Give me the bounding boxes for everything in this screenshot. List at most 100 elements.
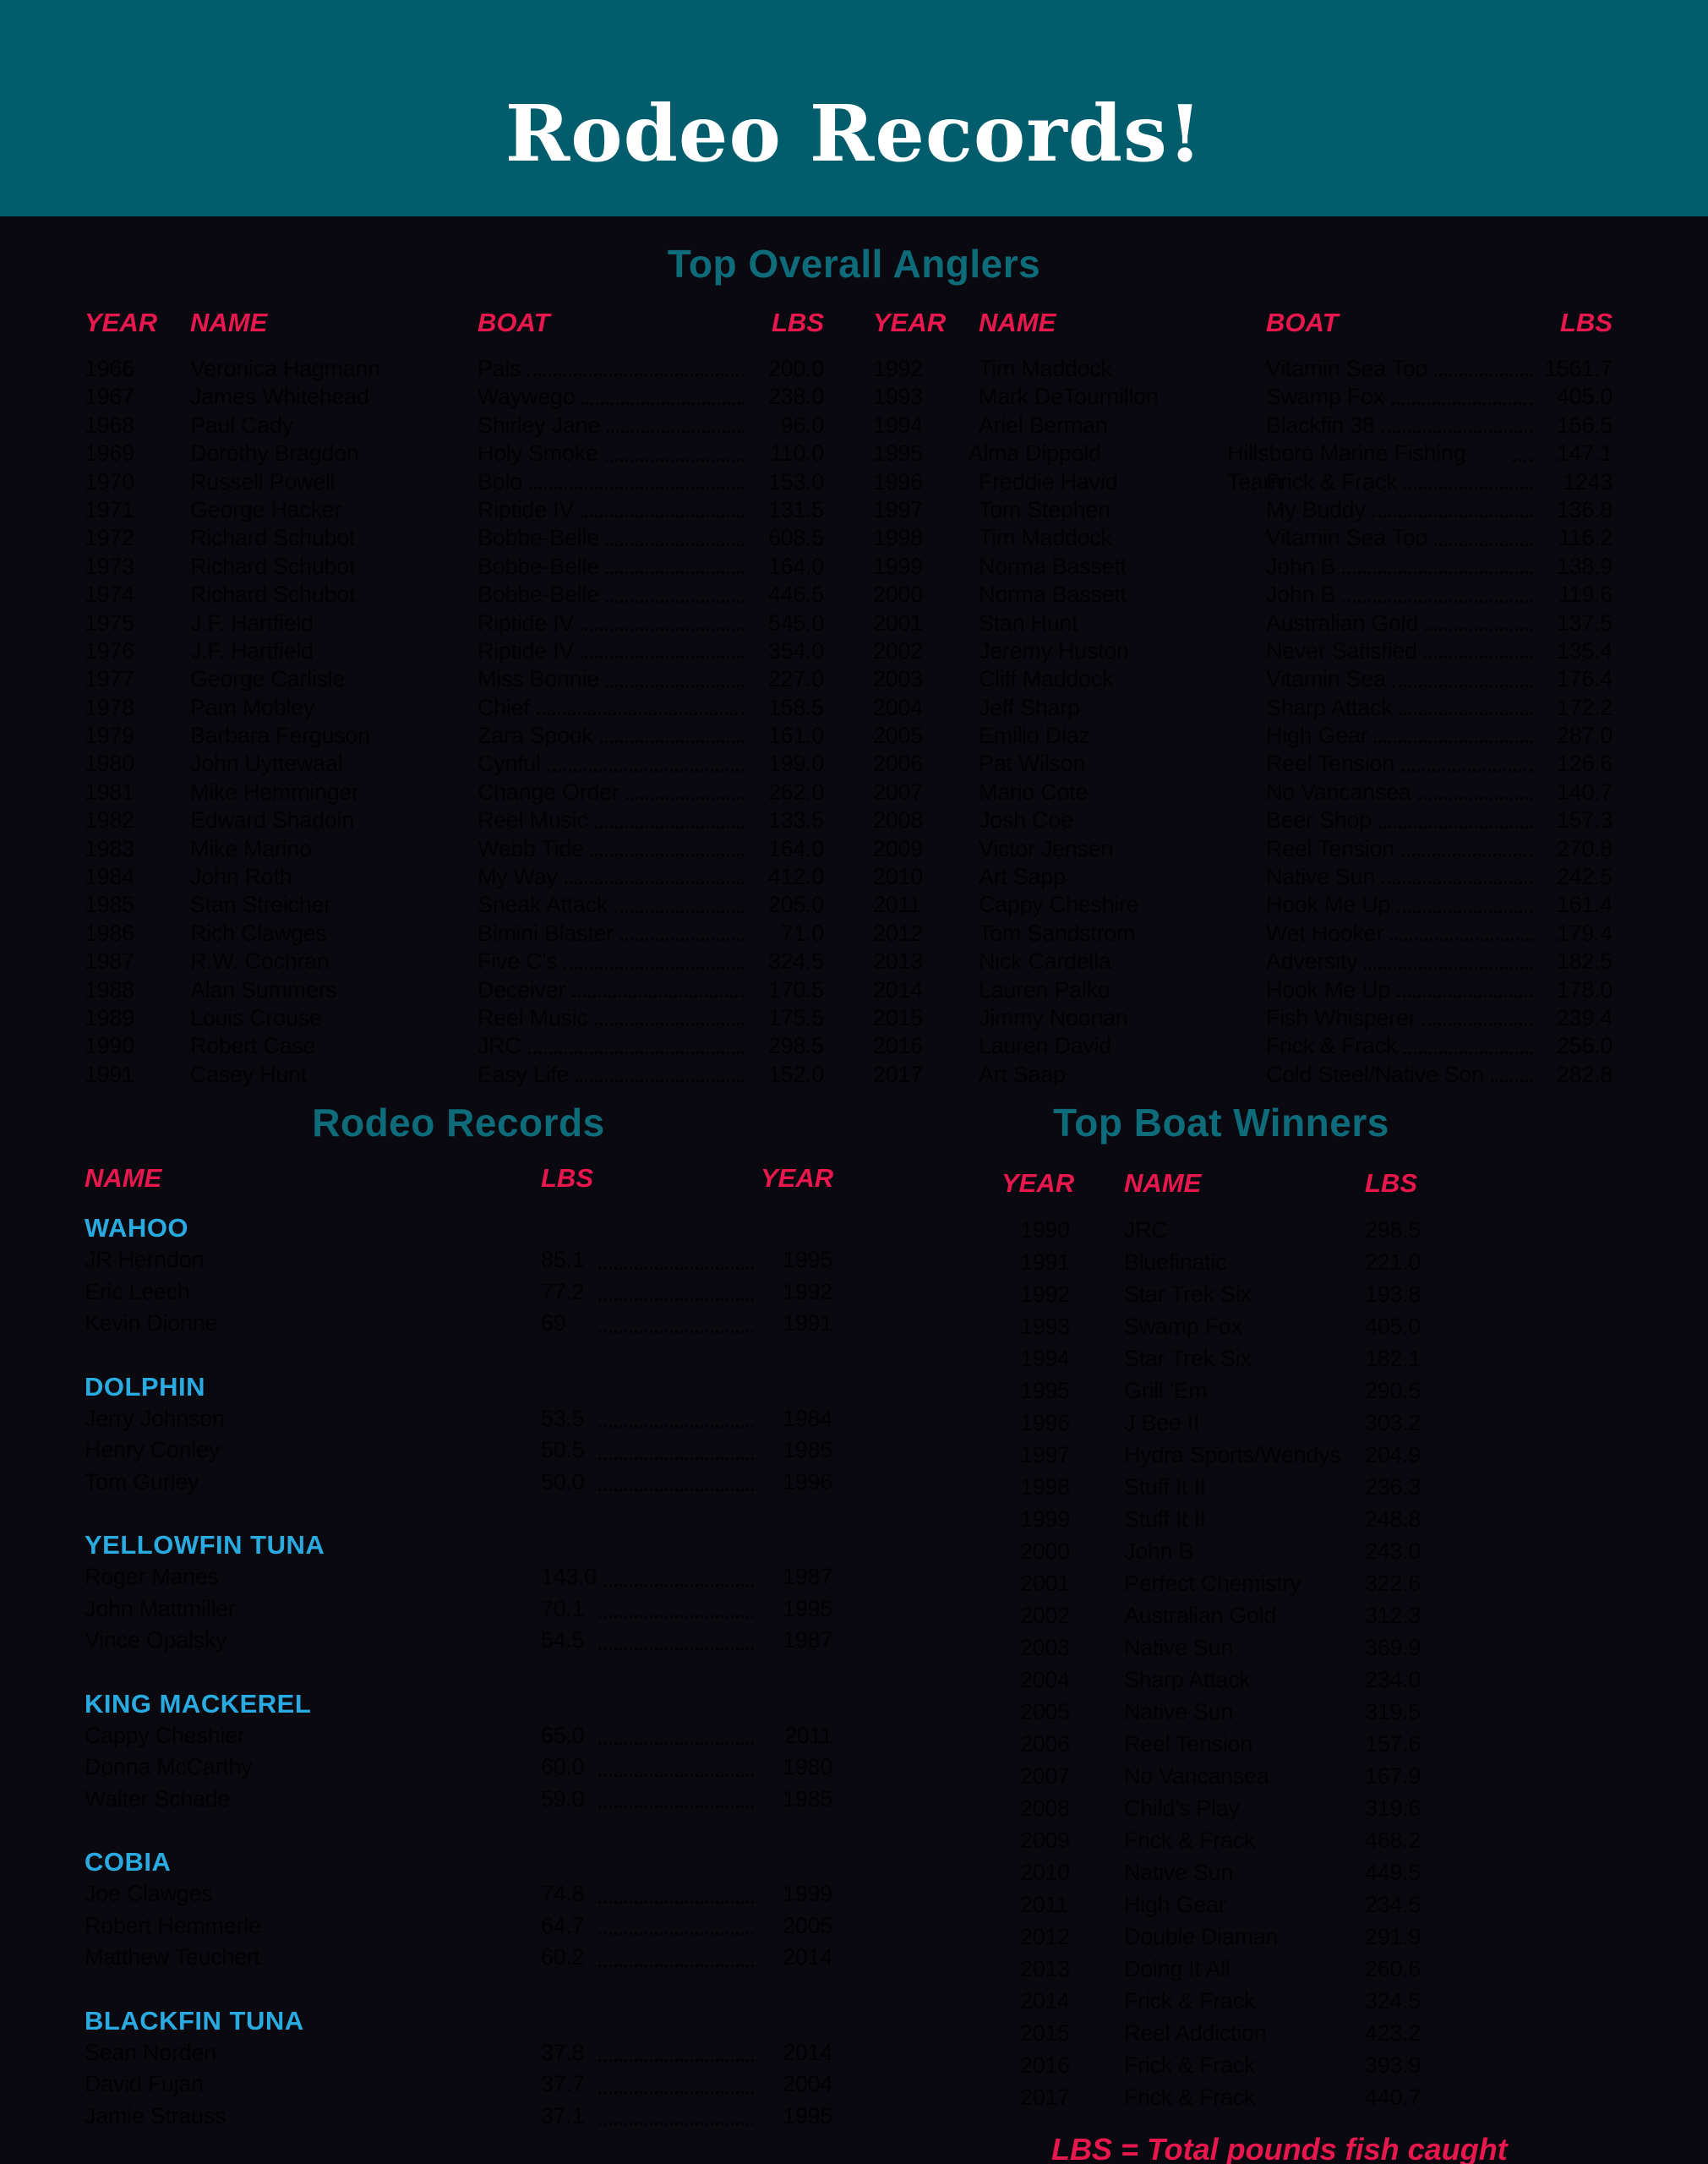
year-cell: 2008 [873, 807, 923, 833]
lbs-cell: 221.0 [1365, 1249, 1422, 1275]
lbs-cell: 193.8 [1365, 1281, 1422, 1307]
leader-dots [1422, 1023, 1533, 1026]
leader-dots [1374, 740, 1533, 744]
table-row: Robert Hemmerle 64.7 2005 [85, 1910, 832, 1943]
leader-dots [598, 1964, 754, 1967]
name-cell: Sean Norden [85, 2039, 216, 2065]
year-cell: 2002 [1020, 1603, 1070, 1628]
lbs-cell: 287.0 [1556, 723, 1613, 749]
leader-dots [625, 797, 745, 801]
boat-cell: Riptide IV [477, 609, 575, 636]
lbs-cell: 77.2 [541, 1278, 585, 1304]
lbs-cell: 324.5 [767, 948, 824, 975]
boat-cell: Sneak Attack [477, 892, 608, 918]
boats-rows: 1990 JRC 298.5 1991 Bluefinatic 221.0 1992 Star… [1001, 1214, 1441, 2113]
lbs-cell: 59.0 [541, 1785, 585, 1812]
boat-cell: Riptide IV [477, 637, 575, 664]
boat-cell: Beer Shop [1266, 807, 1372, 833]
table-row: 1997 Tom Stephen My Buddy 136.8 [873, 496, 1613, 524]
name-cell: Stan Hunt [979, 609, 1078, 636]
leader-dots [1381, 430, 1533, 434]
boat-cell: Change Order [477, 779, 619, 805]
name-cell: Jeremy Huston [979, 637, 1129, 664]
year-cell: 1985 [783, 1785, 832, 1812]
name-cell: High Gear [1124, 1892, 1226, 1917]
year-cell: 1990 [85, 1033, 134, 1059]
lbs-cell: 64.7 [541, 1912, 585, 1938]
leader-dots [604, 458, 745, 462]
leader-dots [581, 656, 745, 659]
name-cell: R.W. Cochran [190, 948, 330, 975]
table-row: 1991 Bluefinatic 221.0 [1001, 1246, 1441, 1278]
year-cell: 2014 [873, 976, 923, 1003]
lbs-cell: 161.4 [1556, 892, 1613, 918]
name-cell: Jerry Johnson [85, 1405, 225, 1431]
leader-dots [599, 740, 745, 744]
table-row: 2001 Perfect Chemistry 322.6 [1001, 1567, 1441, 1599]
leader-dots [598, 1298, 754, 1301]
table-row: 1995 Alma Dippold Hillsboro Marine Fishing… [873, 440, 1613, 494]
fish-category-label: DOLPHIN [85, 1371, 205, 1402]
leader-dots [536, 713, 745, 716]
lbs-cell: 133.5 [767, 807, 824, 833]
lbs-cell: 468.2 [1365, 1828, 1422, 1853]
section-title-rodeo-records: Rodeo Records [312, 1101, 605, 1145]
name-cell: J.F. Hartfield [190, 637, 314, 664]
name-cell: Frick & Frack [1124, 1988, 1256, 2014]
table-row: Jamie Strauss 37.1 1995 [85, 2101, 832, 2133]
leader-dots [572, 994, 745, 997]
lbs-cell: 608.5 [767, 525, 824, 551]
name-cell: Australian Gold [1124, 1603, 1277, 1628]
name-cell: Star Trek Six [1124, 1281, 1252, 1307]
lbs-cell: 446.5 [767, 582, 824, 608]
table-row: 1999 Norma Bassett John B 138.9 [873, 553, 1613, 581]
boat-cell: Fish Whisperer [1266, 1004, 1416, 1030]
year-cell: 2015 [1020, 2020, 1070, 2046]
year-cell: 2014 [1020, 1988, 1070, 2014]
lbs-cell: 37.1 [541, 2102, 585, 2128]
table-row: JR Herndon 85.1 1995 [85, 1244, 832, 1276]
name-cell: Tom Sandstrom [979, 920, 1136, 946]
year-cell: 1975 [85, 609, 134, 636]
year-cell: 2001 [873, 609, 923, 636]
boat-cell: Bobbe-Belle [477, 553, 599, 579]
year-cell: 1987 [783, 1564, 832, 1589]
lbs-cell: 262.0 [767, 779, 824, 805]
year-cell: 2010 [873, 864, 923, 890]
table-row: 1989 Louis Crouse Reel Music 175.5 [85, 1004, 824, 1032]
table-row: 1985 Stan Streicher Sneak Attack 205.0 [85, 891, 824, 919]
name-cell: John Uyttewaal [190, 751, 343, 777]
leader-dots [1417, 797, 1533, 801]
lbs-cell: 172.2 [1556, 694, 1613, 720]
lbs-cell: 50.0 [541, 1468, 585, 1495]
table-row: 2002 Jeremy Huston Never Satisfied 135.4 [873, 637, 1613, 665]
lbs-cell: 405.0 [1365, 1314, 1422, 1339]
name-cell: Norma Bassett [979, 582, 1127, 608]
table-row: 1979 Barbara Ferguson Zara Spook 161.0 [85, 722, 824, 750]
year-cell: 1986 [85, 920, 134, 946]
lbs-cell: 227.0 [767, 666, 824, 692]
year-cell: 1978 [85, 694, 134, 720]
boat-cell: Easy Life [477, 1061, 570, 1087]
year-cell: 2014 [783, 2039, 832, 2065]
name-cell: Lauren Palko [979, 976, 1110, 1003]
boat-cell: JRC [477, 1033, 521, 1059]
lbs-cell: 1561.7 [1544, 356, 1613, 381]
lbs-cell: 319.6 [1365, 1795, 1422, 1821]
table-row: 2015 Jimmy Noonan Fish Whisperer 239.4 [873, 1004, 1613, 1032]
year-cell: 1991 [783, 1310, 832, 1336]
table-row: 1984 John Roth My Way 412.0 [85, 863, 824, 891]
year-cell: 2009 [873, 835, 923, 861]
year-cell: 1970 [85, 468, 134, 495]
name-cell: Frick & Frack [1124, 2052, 1256, 2078]
year-cell: 2016 [1020, 2052, 1070, 2078]
year-cell: 1989 [85, 1004, 134, 1030]
lbs-cell: 545.0 [767, 609, 824, 636]
boats-header-row: YEAR NAME LBS [1001, 1167, 1441, 1200]
leader-dots [1513, 458, 1533, 462]
table-row: 2016 Lauren David Frick & Frack 256.0 [873, 1032, 1613, 1060]
leader-dots [581, 627, 745, 631]
leader-dots [1390, 938, 1533, 942]
year-cell: 2002 [873, 637, 923, 664]
leader-dots [1397, 994, 1533, 997]
